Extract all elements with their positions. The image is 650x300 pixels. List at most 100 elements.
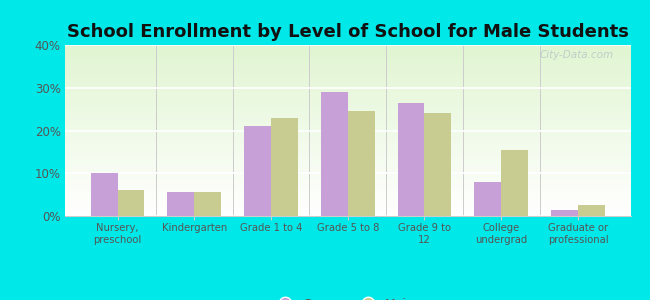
Bar xyxy=(65,151,630,153)
Bar xyxy=(194,193,221,216)
Bar xyxy=(65,76,630,77)
Bar xyxy=(65,112,630,113)
Bar xyxy=(65,125,630,127)
Bar xyxy=(168,193,194,216)
Bar xyxy=(65,182,630,184)
Bar xyxy=(65,199,630,201)
Bar xyxy=(65,101,630,103)
Bar xyxy=(65,96,630,98)
Bar xyxy=(474,182,501,216)
Bar xyxy=(65,149,630,151)
Bar xyxy=(65,59,630,60)
Bar xyxy=(65,65,630,67)
Bar xyxy=(65,62,630,64)
Bar xyxy=(65,177,630,178)
Bar xyxy=(244,126,271,216)
Bar xyxy=(65,196,630,197)
Bar xyxy=(65,79,630,81)
Bar xyxy=(65,64,630,65)
Bar xyxy=(65,161,630,163)
Bar xyxy=(65,93,630,94)
Bar xyxy=(65,170,630,172)
Bar xyxy=(65,48,630,50)
Bar xyxy=(65,117,630,118)
Bar xyxy=(65,204,630,206)
Bar xyxy=(65,108,630,110)
Bar xyxy=(65,209,630,211)
Bar xyxy=(65,158,630,160)
Bar xyxy=(65,115,630,117)
Bar xyxy=(65,154,630,156)
Bar xyxy=(65,142,630,144)
Bar xyxy=(65,139,630,141)
Bar xyxy=(398,103,424,216)
Bar xyxy=(65,70,630,72)
Bar xyxy=(65,207,630,209)
Bar xyxy=(65,94,630,96)
Title: School Enrollment by Level of School for Male Students: School Enrollment by Level of School for… xyxy=(67,23,629,41)
Legend: Casco, Maine: Casco, Maine xyxy=(268,293,428,300)
Bar xyxy=(348,111,374,216)
Bar xyxy=(65,74,630,76)
Bar xyxy=(65,45,630,47)
Bar xyxy=(65,88,630,89)
Bar xyxy=(65,69,630,70)
Bar xyxy=(65,136,630,137)
Bar xyxy=(65,192,630,194)
Bar xyxy=(65,106,630,108)
Bar xyxy=(551,210,578,216)
Bar xyxy=(65,124,630,125)
Bar xyxy=(65,50,630,52)
Bar xyxy=(271,118,298,216)
Bar xyxy=(65,57,630,59)
Bar xyxy=(65,105,630,106)
Bar xyxy=(65,130,630,132)
Bar xyxy=(65,144,630,146)
Bar xyxy=(65,132,630,134)
Bar xyxy=(65,122,630,124)
Bar xyxy=(118,190,144,216)
Bar xyxy=(65,120,630,122)
Bar xyxy=(65,146,630,148)
Bar xyxy=(65,82,630,84)
Bar xyxy=(65,194,630,196)
Bar xyxy=(65,129,630,130)
Bar xyxy=(65,53,630,55)
Text: City-Data.com: City-Data.com xyxy=(540,50,614,60)
Bar xyxy=(65,173,630,175)
Bar xyxy=(424,113,451,216)
Bar xyxy=(65,148,630,149)
Bar xyxy=(65,47,630,48)
Bar xyxy=(65,165,630,167)
Bar xyxy=(65,91,630,93)
Bar xyxy=(65,72,630,74)
Bar xyxy=(65,113,630,115)
Bar xyxy=(65,81,630,82)
Bar xyxy=(65,153,630,154)
Bar xyxy=(65,167,630,168)
Bar xyxy=(65,134,630,136)
Bar xyxy=(65,118,630,120)
Bar xyxy=(65,184,630,185)
Bar xyxy=(65,197,630,199)
Bar xyxy=(65,187,630,189)
Bar xyxy=(65,172,630,173)
Bar xyxy=(65,141,630,142)
Bar xyxy=(65,211,630,213)
Bar xyxy=(65,127,630,129)
Bar xyxy=(321,92,348,216)
Bar xyxy=(65,77,630,79)
Bar xyxy=(65,202,630,204)
Bar xyxy=(65,168,630,170)
Bar xyxy=(65,86,630,88)
Bar xyxy=(65,201,630,202)
Bar xyxy=(65,156,630,158)
Bar xyxy=(65,180,630,182)
Bar xyxy=(65,178,630,180)
Bar xyxy=(65,84,630,86)
Bar xyxy=(65,67,630,69)
Bar xyxy=(578,205,604,216)
Bar xyxy=(65,206,630,207)
Bar xyxy=(65,163,630,165)
Bar xyxy=(65,214,630,216)
